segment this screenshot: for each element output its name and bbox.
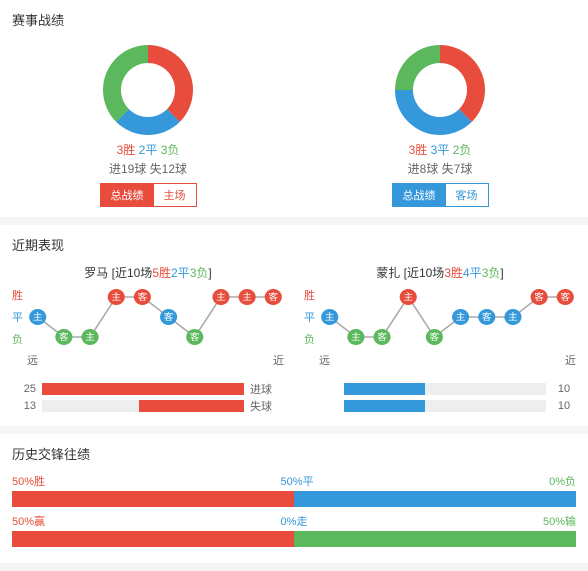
away-record: 3胜 3平 2负 进8球 失7球 总战绩 客场 (304, 39, 576, 207)
home-button-group: 总战绩 主场 (100, 183, 197, 207)
svg-text:客: 客 (164, 311, 174, 322)
svg-text:主: 主 (403, 291, 413, 302)
recent-home: 罗马 [近10场5胜2平3负] 胜 平 负 主客主主客客客主主客 远近 25 (12, 264, 284, 416)
svg-text:主: 主 (351, 331, 361, 342)
match-record-title: 赛事战绩 (12, 10, 576, 29)
svg-text:主: 主 (325, 311, 335, 322)
home-donut (103, 45, 193, 135)
svg-text:客: 客 (138, 291, 148, 302)
match-record-panel: 赛事战绩 3胜 2平 3负 进19球 失12球 总战绩 主场 3胜 3平 2负 … (0, 0, 588, 217)
svg-text:主: 主 (508, 311, 518, 322)
home-trend-chart: 主客主主客客客主主客 (27, 287, 284, 347)
svg-text:客: 客 (560, 291, 570, 302)
svg-text:客: 客 (190, 331, 200, 342)
home-wdl: 3胜 2平 3负 (12, 141, 284, 158)
svg-text:主: 主 (33, 311, 43, 322)
svg-text:客: 客 (268, 291, 278, 302)
away-wdl: 3胜 3平 2负 (304, 141, 576, 158)
y-axis: 胜 平 负 (12, 287, 27, 347)
away-donut (395, 45, 485, 135)
away-goals: 进8球 失7球 (304, 160, 576, 177)
away-goal-bars: 10 10 (304, 382, 576, 413)
svg-text:客: 客 (482, 311, 492, 322)
svg-text:客: 客 (534, 291, 544, 302)
home-btn-total[interactable]: 总战绩 (101, 184, 154, 206)
h2h-row-2: 50%赢 0%走 50%输 (12, 513, 576, 547)
svg-text:主: 主 (242, 291, 252, 302)
svg-text:主: 主 (85, 331, 95, 342)
svg-text:客: 客 (430, 331, 440, 342)
away-btn-total[interactable]: 总战绩 (393, 184, 446, 206)
recent-away-head: 蒙扎 [近10场3胜4平3负] (304, 264, 576, 281)
recent-away: 蒙扎 [近10场3胜4平3负] 胜 平 负 主主客主客主客主客客 远近 1 (304, 264, 576, 416)
svg-text:主: 主 (456, 311, 466, 322)
h2h-panel: 历史交锋往绩 50%胜 50%平 0%负 50%赢 0%走 50%输 (0, 434, 588, 563)
home-record: 3胜 2平 3负 进19球 失12球 总战绩 主场 (12, 39, 284, 207)
h2h-row-1: 50%胜 50%平 0%负 (12, 473, 576, 507)
svg-text:客: 客 (59, 331, 69, 342)
home-goals: 进19球 失12球 (12, 160, 284, 177)
svg-text:主: 主 (216, 291, 226, 302)
home-btn-home[interactable]: 主场 (154, 184, 196, 206)
recent-title: 近期表现 (12, 235, 576, 254)
away-btn-away[interactable]: 客场 (446, 184, 488, 206)
away-button-group: 总战绩 客场 (392, 183, 489, 207)
y-axis: 胜 平 负 (304, 287, 319, 347)
recent-panel: 近期表现 罗马 [近10场5胜2平3负] 胜 平 负 主客主主客客客主主客 远近 (0, 225, 588, 426)
away-trend-chart: 主主客主客主客主客客 (319, 287, 576, 347)
home-goal-bars: 25 进球 13 失球 (12, 382, 284, 413)
svg-text:主: 主 (111, 291, 121, 302)
h2h-title: 历史交锋往绩 (12, 444, 576, 463)
svg-text:客: 客 (377, 331, 387, 342)
recent-home-head: 罗马 [近10场5胜2平3负] (12, 264, 284, 281)
